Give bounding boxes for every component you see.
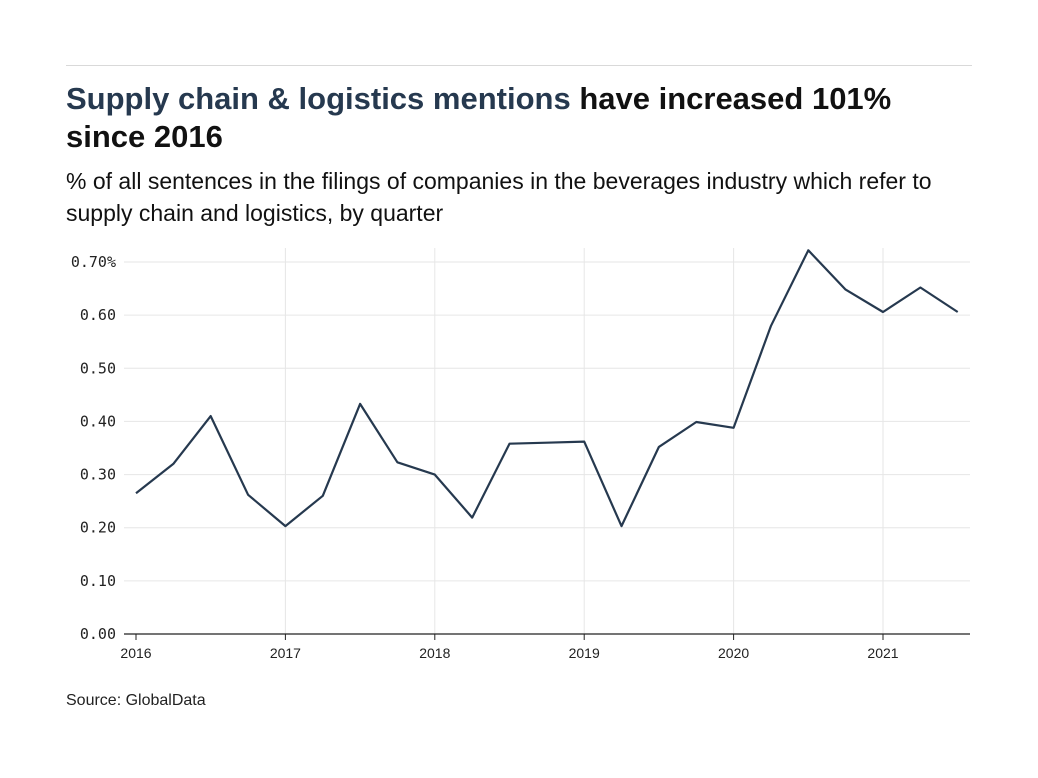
- chart-title: Supply chain & logistics mentions have i…: [66, 80, 972, 156]
- top-divider: [66, 65, 972, 66]
- title-highlight: Supply chain & logistics mentions: [66, 81, 571, 116]
- x-tick-label: 2021: [867, 645, 898, 661]
- x-tick-label: 2020: [718, 645, 749, 661]
- x-tick-label: 2018: [419, 645, 450, 661]
- series-line: [135, 249, 959, 528]
- y-tick-label: 0.20: [80, 519, 116, 537]
- x-tick-label: 2016: [120, 645, 151, 661]
- title-rest: have increased 101% since 2016: [66, 81, 892, 154]
- chart-subtitle: % of all sentences in the filings of com…: [66, 168, 932, 226]
- y-tick-label: 0.00: [80, 625, 116, 643]
- x-tick-label: 2017: [270, 645, 301, 661]
- y-tick-label: 0.40: [80, 412, 116, 430]
- y-tick-label: 0.30: [80, 466, 116, 484]
- y-tick-label: 0.70%: [71, 253, 116, 271]
- x-tick-label: 2019: [569, 645, 600, 661]
- y-axis-ticks: 0.00 0.10 0.20 0.30 0.40 0.50 0.60 0.70%: [71, 253, 116, 643]
- y-tick-label: 0.60: [80, 306, 116, 324]
- y-tick-label: 0.50: [80, 359, 116, 377]
- y-tick-label: 0.10: [80, 572, 116, 590]
- x-axis-ticks: 2016 2017 2018 2019 2020 2021: [120, 634, 899, 661]
- source-note: Source: GlobalData: [66, 692, 206, 709]
- gridlines: [124, 248, 970, 634]
